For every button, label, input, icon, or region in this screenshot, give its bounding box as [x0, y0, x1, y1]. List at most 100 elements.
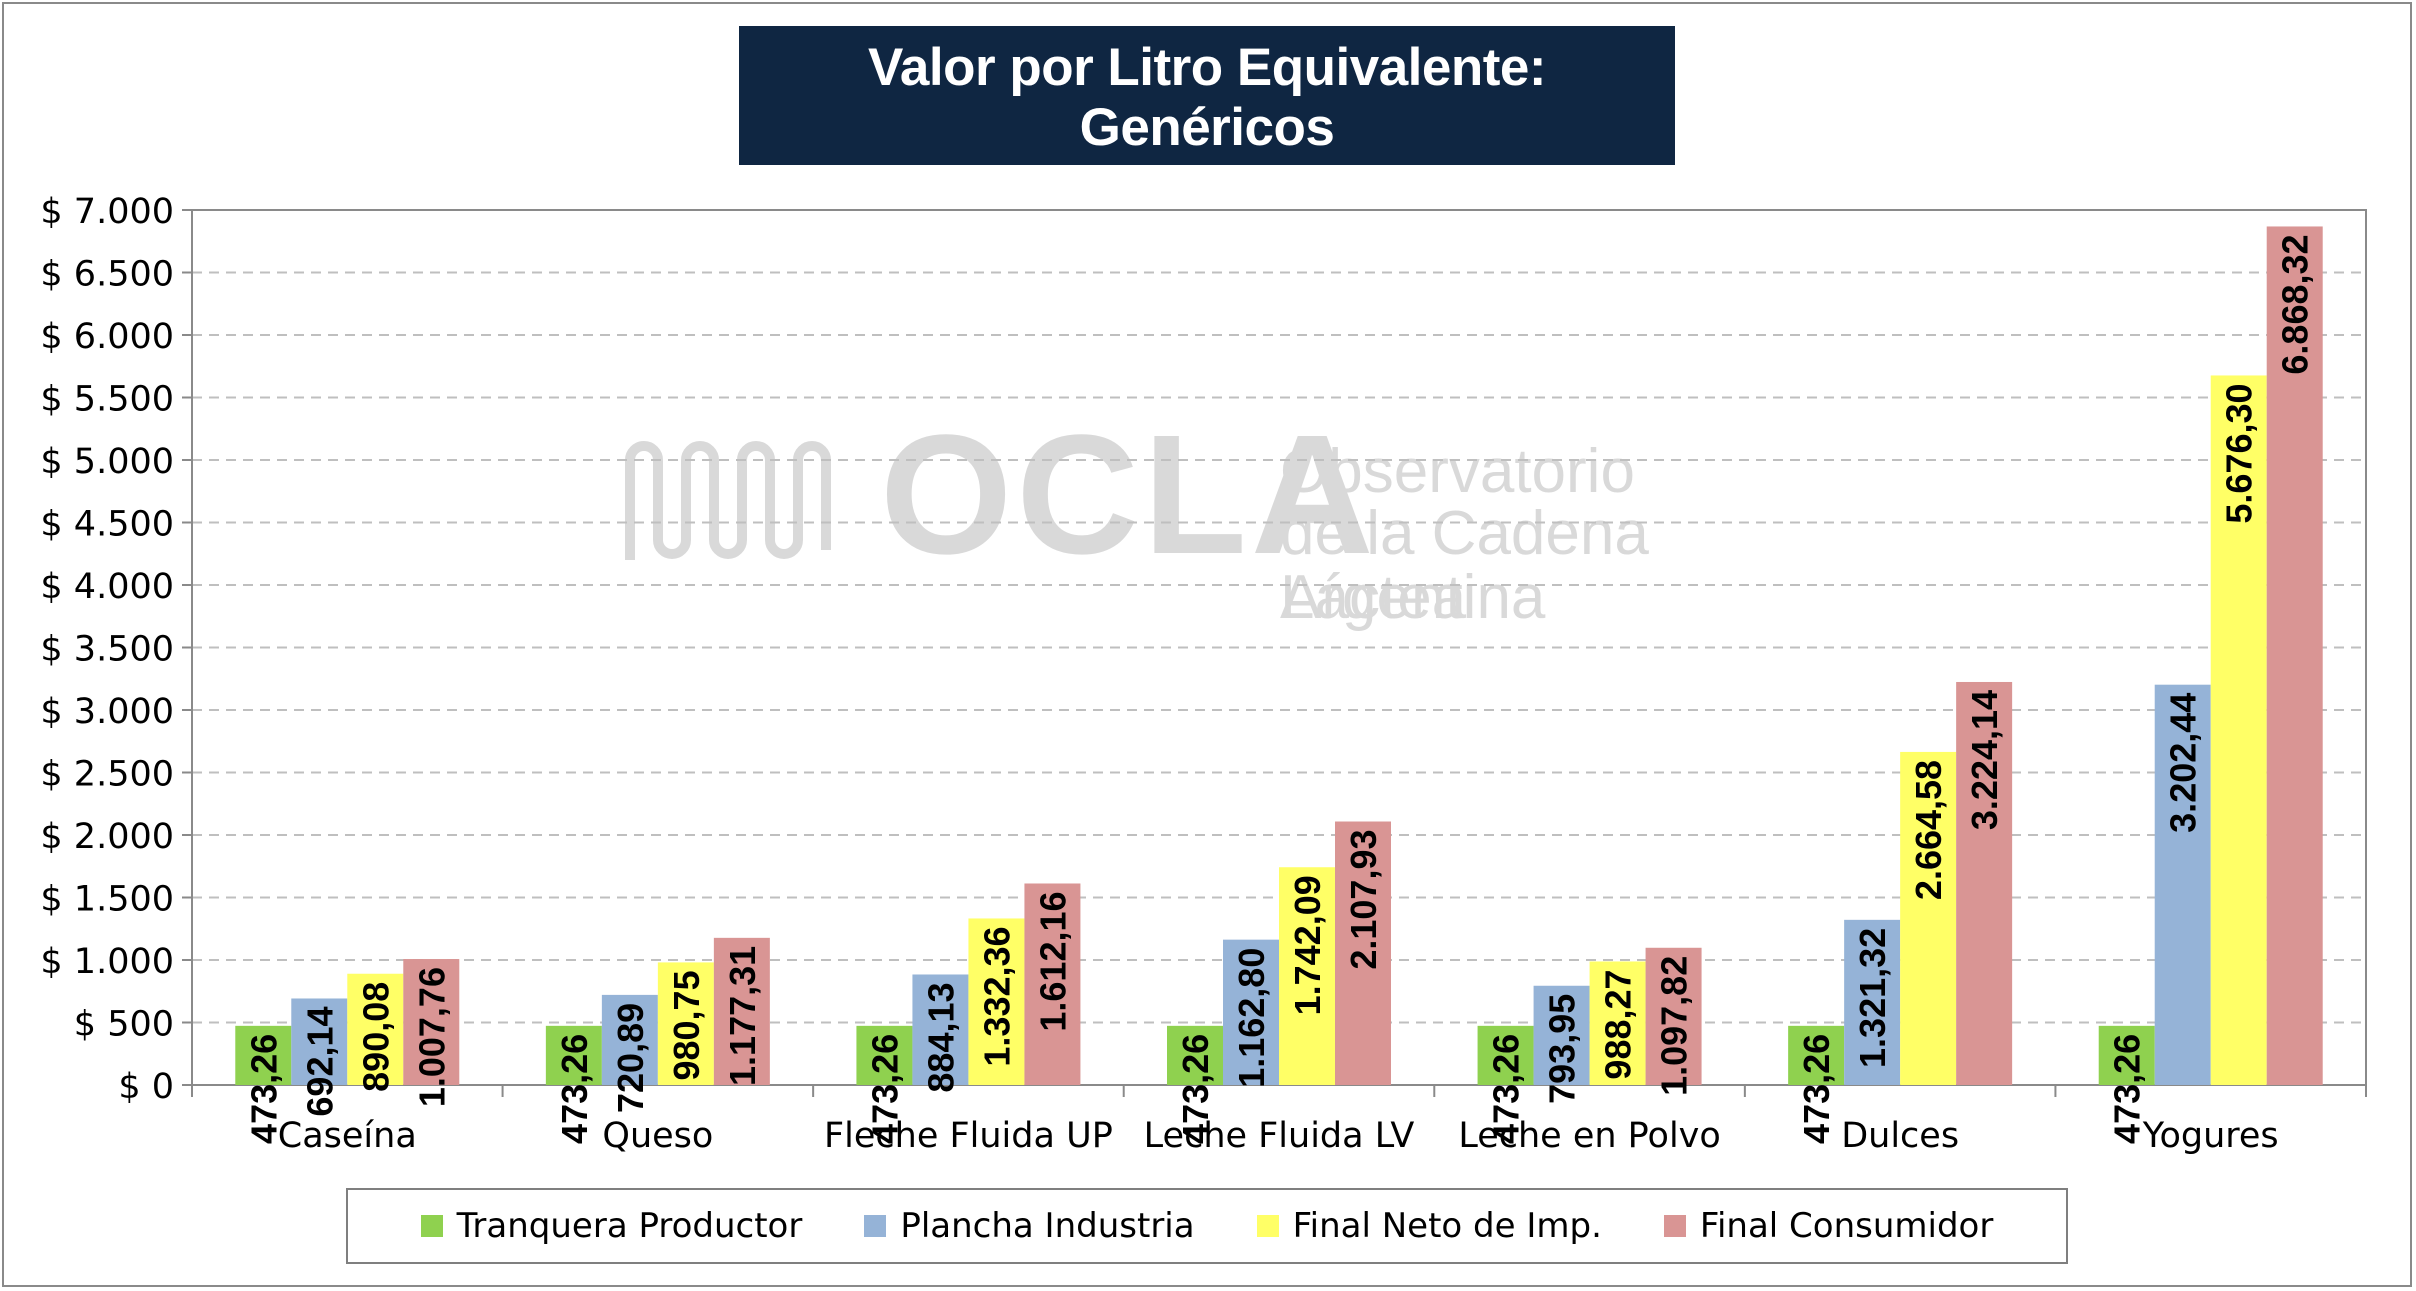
bar [713, 937, 770, 1085]
x-tick-label: Yogures [2142, 1116, 2279, 1156]
bar [2210, 375, 2267, 1085]
data-label: 2.664,58 [1908, 760, 1949, 900]
bar [912, 974, 969, 1085]
ocla-watermark: OCLA Observatorio de la Cadena Láctea Ar… [620, 410, 1820, 650]
legend-label: Tranquera Productor [456, 1206, 803, 1246]
x-tick-label: Caseína [278, 1116, 417, 1156]
data-label: 473,26 [554, 1034, 595, 1144]
data-label: 890,08 [355, 982, 396, 1092]
wave-logo-icon [625, 441, 831, 560]
legend-item: Final Neto de Imp. [1256, 1206, 1602, 1246]
y-tick-label: $ 3.000 [40, 692, 174, 732]
bar [545, 1025, 602, 1085]
x-tick-label: Fleche Fluida UP [824, 1116, 1113, 1156]
data-labels: 473,26 692,14 890,08 1.007,76 473,26 720,89 98… [243, 234, 2315, 1143]
data-label: 793,95 [1542, 994, 1583, 1104]
bar [2154, 684, 2211, 1085]
bar [1024, 883, 1081, 1085]
y-tick-label: $ 1.500 [40, 880, 174, 920]
watermark-logo-text: OCLA [880, 400, 1378, 590]
bar [856, 1025, 913, 1085]
watermark-line-2: de la Cadena Láctea [1280, 499, 1649, 632]
data-label: 988,27 [1598, 969, 1639, 1079]
legend-swatch [1663, 1215, 1686, 1237]
data-label: 2.107,93 [1343, 830, 1384, 970]
bar [1533, 985, 1590, 1085]
data-label: 473,26 [1796, 1034, 1837, 1144]
data-label: 1.332,36 [976, 926, 1017, 1066]
data-label: 473,26 [243, 1034, 284, 1144]
bar [1900, 751, 1957, 1085]
legend-swatch [864, 1215, 887, 1237]
x-tick-label: Leche Fluida LV [1144, 1116, 1415, 1156]
data-label: 1.007,76 [411, 967, 452, 1107]
bars [235, 226, 2323, 1085]
data-label: 473,26 [1175, 1034, 1216, 1144]
chart-subtitle: -julio 2025 - [1105, 164, 1309, 205]
y-tick-label: $ 7.000 [40, 192, 174, 232]
bar [657, 962, 714, 1085]
data-label: 473,26 [1486, 1034, 1527, 1144]
data-label: 980,75 [666, 970, 707, 1080]
bar [1589, 961, 1646, 1085]
bar [2266, 226, 2323, 1085]
bar [1477, 1025, 1534, 1085]
data-label: 3.202,44 [2163, 693, 2204, 833]
y-tick-label: $ 4.000 [40, 567, 174, 607]
bar [235, 1025, 292, 1085]
x-tick-label: Queso [602, 1116, 713, 1156]
watermark-line-3: Argentina [1280, 563, 1546, 632]
data-label: 1.321,32 [1852, 928, 1893, 1068]
y-tick-label: $ 4.500 [40, 505, 174, 545]
data-label: 5.676,30 [2219, 383, 2260, 523]
y-tick-label: $ 6.000 [40, 317, 174, 357]
bar [1788, 1025, 1845, 1085]
data-label: 473,26 [2107, 1034, 2148, 1144]
data-label: 1.612,16 [1032, 891, 1073, 1031]
chart-legend: Tranquera Productor Plancha Industria Fina… [346, 1188, 2068, 1264]
bar [601, 994, 658, 1085]
bar [403, 959, 460, 1085]
legend-swatch [420, 1215, 443, 1237]
bar [1167, 1025, 1223, 1085]
data-label: 1.097,82 [1654, 956, 1695, 1096]
y-tick-label: $ 3.500 [40, 630, 174, 670]
bar [1335, 821, 1391, 1085]
legend-item: Plancha Industria [864, 1206, 1195, 1246]
legend-swatch [1256, 1215, 1279, 1237]
x-tick-label: Leche en Polvo [1458, 1116, 1720, 1156]
legend-label: Plancha Industria [900, 1206, 1195, 1246]
bar [2098, 1025, 2155, 1085]
data-label: 1.742,09 [1287, 875, 1328, 1015]
bar [347, 973, 404, 1085]
chart-title-box: Valor por Litro Equivalente: Genéricos -… [739, 26, 1675, 205]
y-tick-label: $ 0 [118, 1067, 174, 1107]
bar [968, 918, 1025, 1085]
data-label: 6.868,32 [2275, 234, 2316, 374]
data-label: 692,14 [299, 1006, 340, 1116]
legend-item: Tranquera Productor [420, 1206, 803, 1246]
legend-label: Final Consumidor [1699, 1206, 1994, 1246]
y-tick-label: $ 2.500 [40, 755, 174, 795]
y-tick-label: $ 5.000 [40, 442, 174, 482]
data-label: 473,26 [864, 1034, 905, 1144]
data-label: 1.177,31 [722, 946, 763, 1086]
x-tick-label: Dulces [1841, 1116, 1959, 1156]
watermark-line-1: Observatorio [1280, 437, 1635, 506]
legend-label: Final Neto de Imp. [1292, 1206, 1602, 1246]
data-label: 3.224,14 [1964, 690, 2005, 830]
data-label: 884,13 [920, 982, 961, 1092]
data-label: 720,89 [610, 1003, 651, 1113]
bar [1956, 681, 2013, 1085]
data-label: 1.162,80 [1231, 948, 1272, 1088]
bar [1645, 947, 1702, 1085]
legend-item: Final Consumidor [1663, 1206, 1994, 1246]
y-tick-label: $ 1.000 [40, 942, 174, 982]
y-tick-label: $ 500 [74, 1005, 174, 1045]
axes: $ 0 $ 500 $ 1.000 $ 1.500 $ 2.000 $ 2.500 $ 3.… [40, 192, 2367, 1156]
bar [1223, 939, 1279, 1085]
bar [291, 998, 348, 1085]
chart-title: Valor por Litro Equivalente: Genéricos [867, 38, 1547, 157]
y-tick-label: $ 5.500 [40, 380, 174, 420]
